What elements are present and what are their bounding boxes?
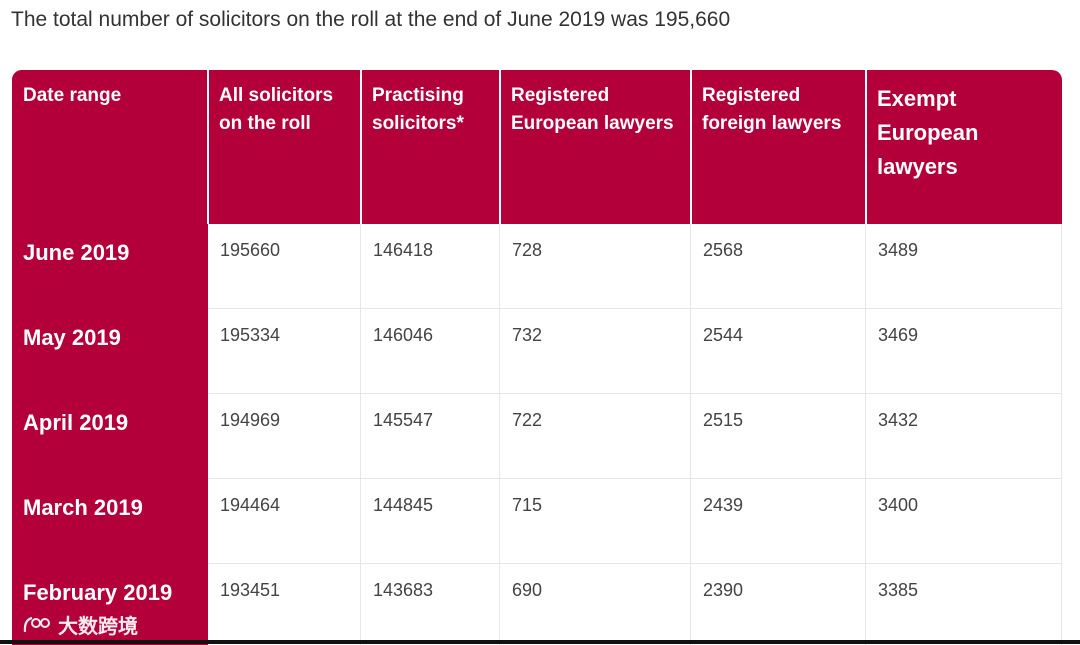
table-cell: 3385 (866, 564, 1062, 645)
header-divider (360, 70, 362, 224)
table-cell: 2544 (691, 309, 866, 394)
row-label: March 2019 (23, 495, 143, 520)
table-cell: 2515 (691, 394, 866, 479)
table-cell: 2568 (691, 224, 866, 309)
row-label: June 2019 (23, 240, 130, 265)
table-cell: 193451 (208, 564, 361, 645)
watermark-logo-icon (23, 616, 50, 632)
table-header-row: Date range All solicitors on the roll Pr… (12, 70, 1062, 224)
table-cell: 732 (500, 309, 691, 394)
header-practising: Practising solicitors* (372, 85, 464, 134)
table-cell: 3469 (866, 309, 1062, 394)
table-cell: 2439 (691, 479, 866, 564)
header-divider (207, 70, 209, 224)
table-cell: 3432 (866, 394, 1062, 479)
table-cell: 3400 (866, 479, 1062, 564)
table-cell: 145547 (361, 394, 500, 479)
table-cell: 2390 (691, 564, 866, 645)
table-cell: 146046 (361, 309, 500, 394)
table-cell: 195334 (208, 309, 361, 394)
table-cell: 195660 (208, 224, 361, 309)
header-registered-european: Registered European lawyers (511, 85, 674, 134)
intro-text: The total number of solicitors on the ro… (11, 8, 731, 31)
table-cell: 194464 (208, 479, 361, 564)
header-divider (865, 70, 867, 224)
table-cell: 143683 (361, 564, 500, 645)
header-date-range: Date range (23, 85, 122, 106)
table-cell: 690 (500, 564, 691, 645)
row-label: February 2019 (23, 580, 173, 605)
table-cell: 144845 (361, 479, 500, 564)
header-registered-foreign: Registered foreign lawyers (702, 85, 842, 134)
table-cell: 3489 (866, 224, 1062, 309)
bottom-edge-bar (0, 640, 1080, 644)
table-cell: 715 (500, 479, 691, 564)
table-cell: 146418 (361, 224, 500, 309)
header-all-solicitors: All solicitors on the roll (219, 85, 334, 134)
watermark: 大数跨境 (22, 610, 138, 639)
row-label: April 2019 (23, 410, 129, 435)
solicitors-table: Date range All solicitors on the roll Pr… (12, 70, 1062, 645)
table-cell: 194969 (208, 394, 361, 479)
header-divider (690, 70, 692, 224)
row-label: May 2019 (23, 325, 121, 350)
table-cell: 728 (500, 224, 691, 309)
header-exempt-european: Exempt European lawyers (877, 86, 979, 179)
header-divider (499, 70, 501, 224)
watermark-text: 大数跨境 (58, 616, 138, 638)
table-cell: 722 (500, 394, 691, 479)
